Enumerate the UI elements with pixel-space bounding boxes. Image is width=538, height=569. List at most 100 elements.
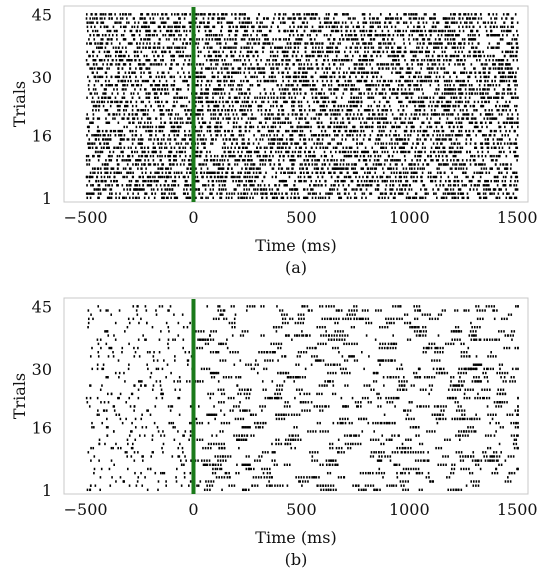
spike-mark	[89, 196, 92, 200]
spike-mark	[390, 79, 392, 83]
spike-mark	[445, 134, 447, 137]
spike-mark	[290, 84, 293, 87]
spike-mark	[164, 167, 167, 170]
spike-mark	[177, 142, 180, 145]
spike-mark	[384, 79, 387, 83]
spike-mark	[471, 113, 474, 116]
spike-mark	[502, 96, 504, 99]
spike-mark	[203, 146, 205, 149]
spike-mark	[306, 121, 309, 124]
spike-mark	[91, 167, 94, 170]
spike-mark	[424, 159, 426, 162]
spike-mark	[330, 150, 332, 154]
spike-mark	[474, 71, 476, 74]
spike-mark	[399, 113, 402, 116]
spike-mark	[280, 179, 282, 183]
spike-mark	[374, 154, 376, 158]
spike-mark	[217, 75, 219, 79]
spike-mark	[510, 96, 513, 99]
spike-mark	[484, 192, 487, 195]
spike-mark	[312, 79, 314, 83]
spike-mark	[286, 129, 288, 133]
spike-mark	[176, 100, 178, 104]
spike-mark	[270, 79, 272, 83]
spike-mark	[434, 179, 437, 183]
spike-mark	[261, 179, 264, 183]
spike-mark	[254, 150, 256, 154]
spike-mark	[396, 159, 398, 162]
spike-mark	[427, 175, 430, 179]
spike-mark	[113, 146, 115, 149]
spike-mark	[257, 84, 259, 87]
spike-mark	[228, 192, 231, 195]
spike-mark	[291, 129, 294, 133]
spike-mark	[347, 150, 350, 154]
spike-mark	[287, 75, 289, 79]
spike-mark	[115, 192, 117, 195]
spike-mark	[401, 188, 403, 191]
spike-mark	[113, 88, 115, 91]
spike-mark	[511, 117, 514, 120]
spike-mark	[115, 179, 118, 183]
spike-mark	[490, 159, 493, 162]
spike-mark	[390, 167, 392, 170]
spike-mark	[445, 138, 447, 141]
spike-mark	[116, 159, 118, 162]
spike-mark	[148, 138, 150, 141]
spike-mark	[229, 154, 232, 158]
spike-mark	[282, 92, 285, 95]
spike-mark	[195, 150, 198, 154]
spike-mark	[345, 154, 348, 158]
spike-mark	[261, 125, 264, 129]
spike-mark	[435, 146, 437, 149]
spike-mark	[364, 163, 367, 166]
spike-mark	[293, 109, 295, 112]
spike-mark	[316, 138, 319, 141]
spike-mark	[437, 100, 439, 104]
spike-mark	[309, 175, 312, 179]
spike-mark	[335, 163, 337, 166]
spike-mark	[198, 96, 201, 99]
spike-mark	[131, 134, 134, 137]
spike-mark	[260, 188, 263, 191]
spike-mark	[432, 159, 434, 162]
spike-mark	[216, 104, 218, 108]
spike-mark	[188, 109, 190, 112]
spike-mark	[272, 104, 275, 108]
spike-mark	[106, 171, 109, 175]
spike-mark	[480, 163, 483, 166]
spike-mark	[411, 121, 413, 124]
spike-mark	[482, 159, 484, 162]
spike-mark	[471, 84, 473, 87]
spike-mark	[158, 171, 160, 175]
spike-mark	[162, 113, 165, 116]
spike-mark	[421, 100, 424, 104]
spike-mark	[391, 113, 394, 116]
spike-mark	[347, 167, 349, 170]
spike-mark	[474, 159, 476, 162]
spike-mark	[395, 71, 397, 74]
spike-mark	[230, 146, 233, 149]
spike-mark	[283, 171, 285, 175]
spike-mark	[98, 196, 100, 200]
spike-mark	[334, 109, 337, 112]
spike-mark	[212, 184, 214, 187]
spike-mark	[514, 179, 516, 183]
spike-mark	[412, 75, 415, 79]
spike-mark	[406, 96, 408, 99]
spike-mark	[473, 109, 475, 112]
spike-mark	[135, 163, 137, 166]
spike-mark	[409, 163, 412, 166]
spike-mark	[356, 171, 358, 175]
spike-mark	[168, 188, 171, 191]
spike-mark	[102, 188, 104, 191]
spike-mark	[218, 179, 220, 183]
spike-mark	[225, 188, 227, 191]
spike-mark	[254, 175, 257, 179]
spike-mark	[348, 100, 350, 104]
spike-mark	[398, 171, 401, 175]
spike-mark	[389, 192, 392, 195]
spike-mark	[352, 117, 355, 120]
spike-mark	[249, 121, 252, 124]
spike-mark	[501, 138, 503, 141]
